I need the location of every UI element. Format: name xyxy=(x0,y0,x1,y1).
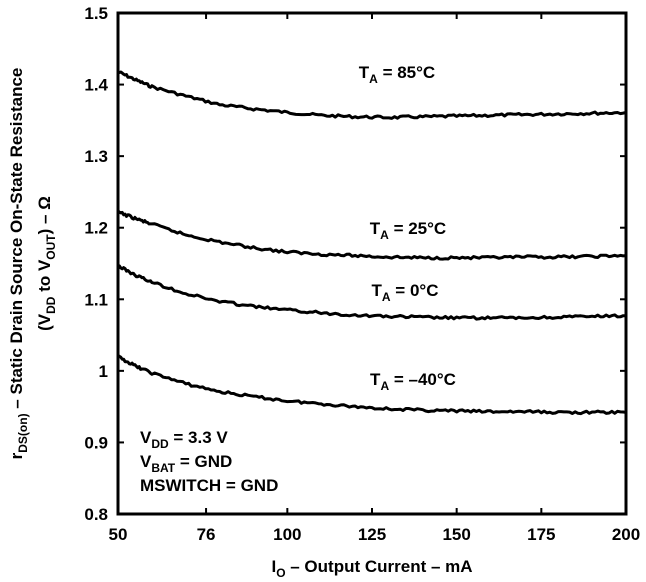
series-label-bg xyxy=(348,279,462,305)
series-label-bg xyxy=(351,217,465,243)
x-tick-label: 175 xyxy=(527,525,555,544)
x-axis-label: IO – Output Current – mA xyxy=(271,557,472,580)
x-tick-label: 100 xyxy=(273,525,301,544)
y-axis-ticks: 0.8 0.9 1 1.1 1.2 1.3 1.4 1.5 xyxy=(84,4,626,524)
series-label: TA = 85°C xyxy=(359,63,435,86)
y-tick-label: 1 xyxy=(99,362,108,381)
y-axis-label-line1: rDS(on) – Static Drain Source On-State R… xyxy=(7,68,30,460)
series-line-2 xyxy=(117,264,626,321)
x-tick-label: 150 xyxy=(442,525,470,544)
annotation-line: VDD = 3.3 V xyxy=(140,428,228,451)
y-tick-label: 0.9 xyxy=(84,433,108,452)
annotation-line: MSWITCH = GND xyxy=(140,476,278,495)
series-line-0 xyxy=(117,70,627,120)
y-tick-label: 1.4 xyxy=(84,76,108,95)
series-line-1 xyxy=(116,209,627,261)
series-line-3 xyxy=(117,354,627,416)
x-tick-label: 76 xyxy=(197,525,216,544)
series-label: TA = 25°C xyxy=(370,219,446,242)
y-axis-label-line2: (VDD to VOUT) – Ω xyxy=(35,196,58,331)
series-label-bg xyxy=(351,368,475,394)
x-tick-label: 200 xyxy=(612,525,640,544)
y-tick-label: 1.2 xyxy=(84,219,108,238)
series-label: TA = 0°C xyxy=(372,281,439,304)
annotation-bg xyxy=(122,422,322,510)
y-tick-label: 0.8 xyxy=(84,505,108,524)
annotation-line: VBAT = GND xyxy=(140,452,232,475)
series-curves xyxy=(116,70,627,416)
x-tick-label: 50 xyxy=(109,525,128,544)
series-label-bg xyxy=(340,61,454,87)
y-tick-label: 1.3 xyxy=(84,147,108,166)
y-tick-label: 1.1 xyxy=(84,290,108,309)
x-axis-ticks: 50 76 100 125 150 175 200 xyxy=(109,13,640,544)
x-tick-label: 125 xyxy=(358,525,386,544)
y-tick-label: 1.5 xyxy=(84,4,108,23)
series-labels: TA = 85°C TA = 25°C TA = 0°C TA = –40°C xyxy=(340,61,475,394)
series-label: TA = –40°C xyxy=(370,370,456,393)
